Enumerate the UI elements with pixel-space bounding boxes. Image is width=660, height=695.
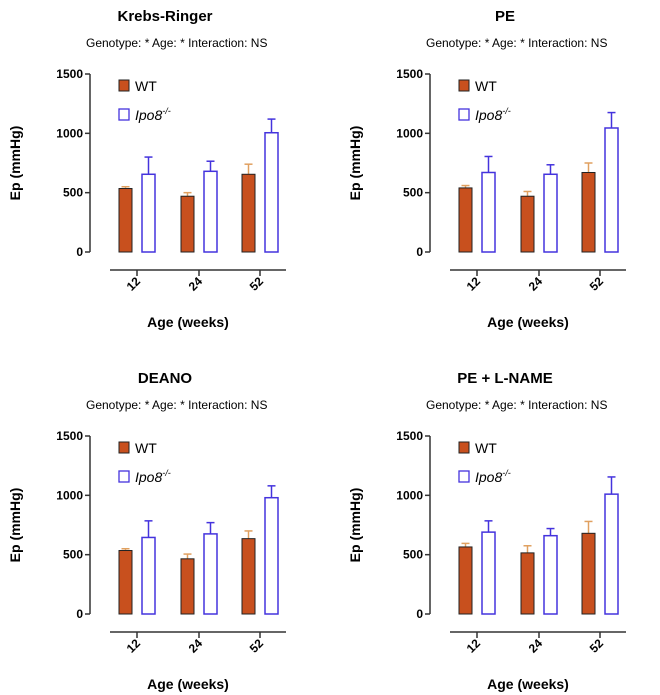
chart-title: DEANO — [138, 370, 193, 387]
bar-wt — [520, 195, 535, 253]
y-tick-label: 500 — [63, 186, 83, 200]
chart-panel: DEANO Genotype: * Age: * Interaction: NS 0… — [7, 370, 286, 692]
bar-ipo8 — [203, 170, 218, 253]
x-tick-label: 52 — [587, 636, 607, 656]
bar-ipo8 — [264, 131, 279, 253]
chart-subtitle: Genotype: * Age: * Interaction: NS — [86, 36, 267, 50]
bar-ipo8 — [141, 536, 156, 615]
chart-panel: PE + L-NAME Genotype: * Age: * Interactio… — [347, 370, 626, 692]
bar-wt — [581, 532, 596, 615]
bar-ipo8 — [481, 531, 496, 615]
x-tick-label: 52 — [247, 636, 267, 656]
x-axis-label: Age (weeks) — [147, 676, 229, 692]
y-tick-label: 1000 — [396, 488, 423, 502]
y-tick-label: 1500 — [56, 67, 83, 81]
y-tick-label: 500 — [403, 186, 423, 200]
y-tick-label: 1500 — [56, 429, 83, 443]
legend-superscript: -/- — [162, 106, 171, 116]
y-tick-label: 0 — [76, 245, 83, 259]
x-axis-label: Age (weeks) — [487, 676, 569, 692]
x-tick-label: 24 — [186, 636, 206, 656]
legend-swatch-wt — [458, 79, 470, 92]
bar-ipo8 — [264, 496, 279, 615]
legend-label-ipo8: Ipo8-/- — [475, 468, 511, 485]
legend-superscript: -/- — [502, 106, 511, 116]
legend-name: Ipo8 — [475, 469, 502, 485]
chart-title: PE — [495, 8, 515, 25]
x-axis-label: Age (weeks) — [487, 314, 569, 330]
x-tick-label: 12 — [464, 274, 484, 294]
legend-swatch-ipo8 — [458, 470, 470, 483]
bar-wt — [118, 550, 133, 615]
y-axis-label: Ep (mmHg) — [347, 126, 363, 201]
chart-subtitle: Genotype: * Age: * Interaction: NS — [426, 398, 607, 412]
y-tick-label: 0 — [416, 245, 423, 259]
legend-superscript: -/- — [502, 468, 511, 478]
x-tick-label: 24 — [186, 274, 206, 294]
bar-wt — [241, 173, 256, 253]
bar-ipo8 — [604, 127, 619, 253]
y-axis-label: Ep (mmHg) — [347, 488, 363, 563]
x-axis-label: Age (weeks) — [147, 314, 229, 330]
legend-label-ipo8: Ipo8-/- — [135, 468, 171, 485]
bar-wt — [520, 552, 535, 615]
bar-wt — [118, 188, 133, 253]
y-tick-label: 0 — [416, 607, 423, 621]
y-axis-label: Ep (mmHg) — [7, 126, 23, 201]
bar-wt — [458, 187, 473, 253]
x-tick-label: 24 — [526, 274, 546, 294]
bar-ipo8 — [543, 173, 558, 253]
chart-panel: PE Genotype: * Age: * Interaction: NS 0 500… — [347, 8, 626, 330]
legend-label-wt: WT — [475, 440, 497, 456]
legend-label-wt: WT — [135, 78, 157, 94]
bar-ipo8 — [543, 534, 558, 615]
bar-wt — [458, 546, 473, 615]
bar-ipo8 — [481, 171, 496, 253]
chart-title: Krebs-Ringer — [117, 8, 212, 25]
chart-panel: Krebs-Ringer Genotype: * Age: * Interacti… — [7, 8, 286, 330]
y-tick-label: 1500 — [396, 429, 423, 443]
y-tick-label: 500 — [63, 548, 83, 562]
bar-ipo8 — [203, 533, 218, 615]
legend-swatch-wt — [118, 79, 130, 92]
bar-wt — [241, 538, 256, 615]
y-tick-label: 1500 — [396, 67, 423, 81]
x-tick-label: 52 — [247, 274, 267, 294]
y-tick-label: 1000 — [56, 488, 83, 502]
bar-ipo8 — [604, 493, 619, 615]
legend-label-ipo8: Ipo8-/- — [135, 106, 171, 123]
x-tick-label: 12 — [124, 274, 144, 294]
y-tick-label: 1000 — [396, 126, 423, 140]
legend-label-wt: WT — [135, 440, 157, 456]
legend-name: Ipo8 — [135, 107, 162, 123]
bar-wt — [581, 171, 596, 253]
bar-ipo8 — [141, 173, 156, 253]
x-tick-label: 12 — [124, 636, 144, 656]
y-axis-label: Ep (mmHg) — [7, 488, 23, 563]
x-tick-label: 24 — [526, 636, 546, 656]
legend-swatch-wt — [118, 441, 130, 454]
legend-superscript: -/- — [162, 468, 171, 478]
chart-title: PE + L-NAME — [457, 370, 552, 387]
y-tick-label: 0 — [76, 607, 83, 621]
legend-name: Ipo8 — [135, 469, 162, 485]
legend-swatch-ipo8 — [458, 108, 470, 121]
bar-wt — [180, 195, 195, 253]
legend-label-wt: WT — [475, 78, 497, 94]
chart-subtitle: Genotype: * Age: * Interaction: NS — [86, 398, 267, 412]
chart-subtitle: Genotype: * Age: * Interaction: NS — [426, 36, 607, 50]
x-tick-label: 12 — [464, 636, 484, 656]
legend-swatch-wt — [458, 441, 470, 454]
x-tick-label: 52 — [587, 274, 607, 294]
y-tick-label: 1000 — [56, 126, 83, 140]
legend-swatch-ipo8 — [118, 470, 130, 483]
legend-name: Ipo8 — [475, 107, 502, 123]
legend-swatch-ipo8 — [118, 108, 130, 121]
legend-label-ipo8: Ipo8-/- — [475, 106, 511, 123]
y-tick-label: 500 — [403, 548, 423, 562]
bar-wt — [180, 558, 195, 615]
